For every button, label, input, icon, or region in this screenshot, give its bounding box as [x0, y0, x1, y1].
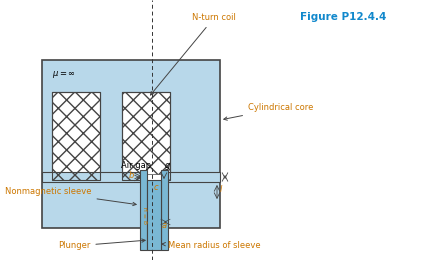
Bar [147, 180, 161, 250]
Text: Air gap: Air gap [121, 161, 151, 170]
Text: N-turn coil: N-turn coil [150, 14, 235, 95]
Bar [140, 170, 147, 250]
Bar [122, 92, 170, 180]
Text: Nonmagnetic sleeve: Nonmagnetic sleeve [5, 187, 136, 206]
Bar [42, 172, 144, 182]
Text: $\mu = \infty$: $\mu = \infty$ [52, 68, 76, 80]
Bar [144, 180, 161, 228]
Text: g = μ: g = μ [144, 206, 149, 224]
Bar [144, 174, 161, 182]
Bar [161, 170, 168, 250]
Bar [42, 60, 220, 228]
Text: Plunger: Plunger [58, 239, 145, 250]
Text: c: c [154, 184, 158, 192]
Text: a: a [161, 220, 167, 230]
Text: g: g [164, 161, 170, 170]
Text: Figure P12.4.4: Figure P12.4.4 [299, 12, 385, 22]
Text: l: l [220, 185, 222, 194]
Text: Mean radius of sleeve: Mean radius of sleeve [161, 242, 260, 250]
Bar [52, 92, 100, 180]
Text: b: b [128, 172, 134, 180]
Bar [122, 92, 170, 180]
Bar [161, 172, 220, 182]
Text: Cylindrical core: Cylindrical core [223, 103, 312, 120]
Bar [52, 92, 100, 180]
